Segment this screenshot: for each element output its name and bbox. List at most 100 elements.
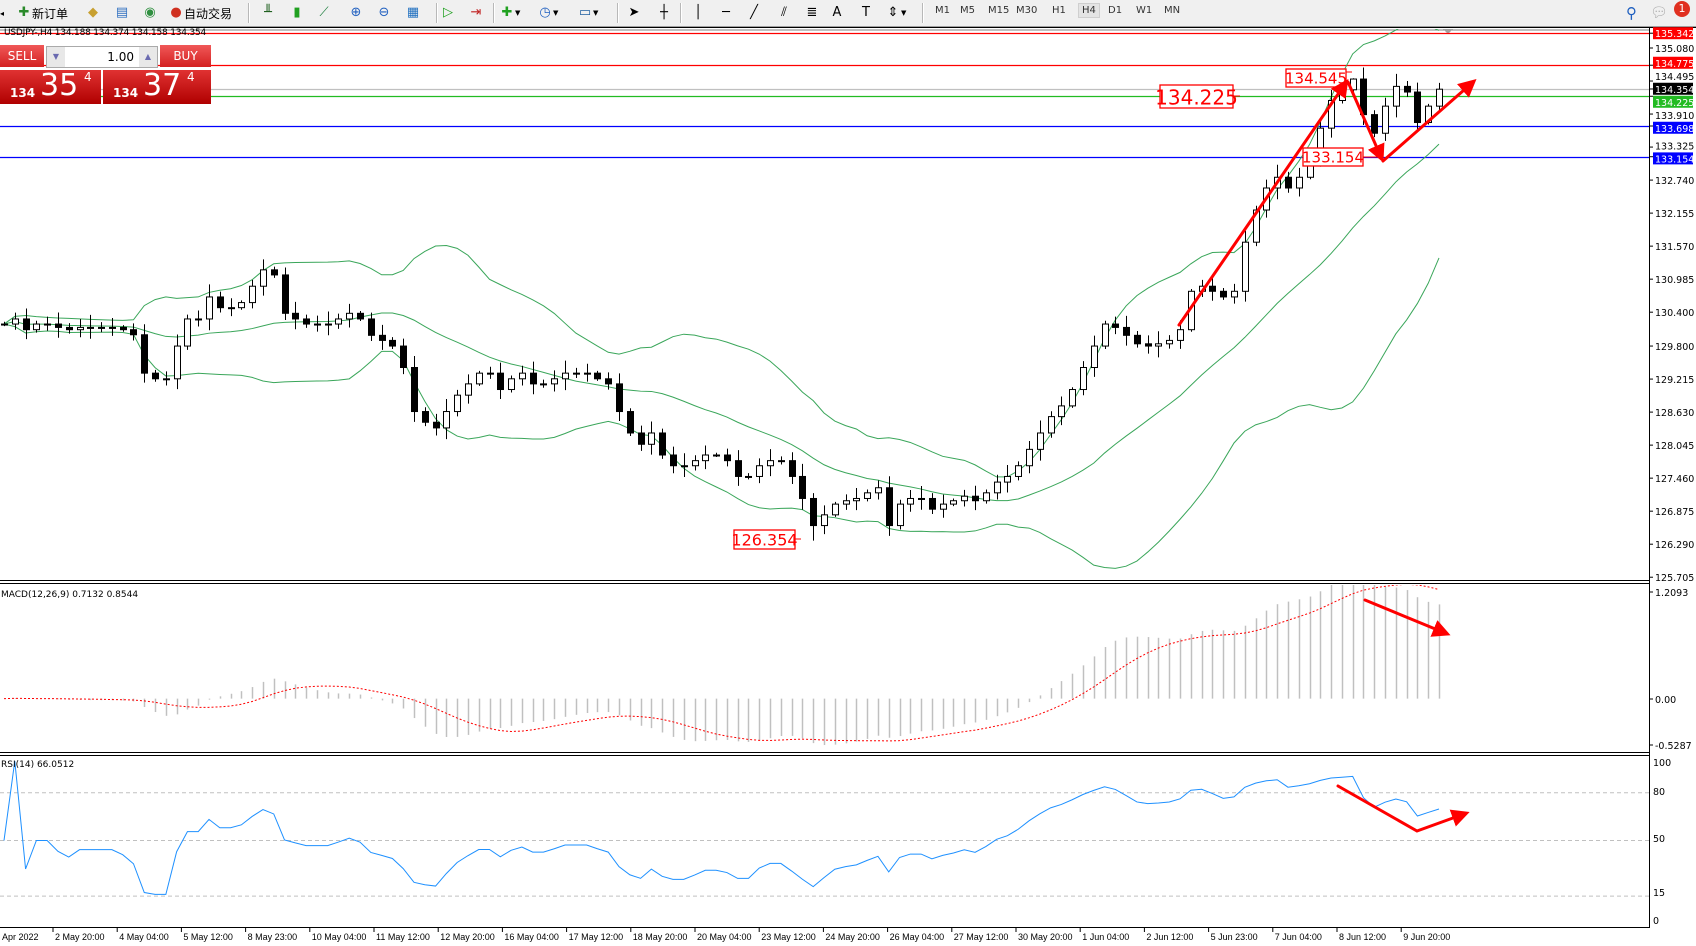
candle-body bbox=[627, 411, 634, 434]
buy-button[interactable]: BUY bbox=[160, 45, 211, 67]
time-axis-label: 11 May 12:00 bbox=[376, 932, 430, 942]
candlestick-icon: ▮ bbox=[293, 5, 301, 20]
horizontal-line-button[interactable]: ─ bbox=[718, 3, 734, 23]
candlestick-chart-button[interactable]: ▮ bbox=[289, 3, 305, 23]
candle bbox=[756, 458, 763, 484]
candle bbox=[1058, 396, 1065, 426]
lot-size-stepper[interactable]: ▼ 1.00 ▲ bbox=[46, 46, 158, 68]
candle bbox=[886, 476, 893, 536]
candle bbox=[33, 320, 40, 333]
zoom-out-button[interactable]: ⊖ bbox=[376, 3, 392, 23]
lot-increase-icon[interactable]: ▲ bbox=[139, 47, 157, 67]
time-axis-label: 26 May 04:00 bbox=[890, 932, 945, 942]
sell-price[interactable]: 134 35 4 bbox=[0, 68, 101, 104]
price-annotation-box bbox=[1302, 147, 1364, 167]
candle bbox=[821, 505, 828, 535]
bar-chart-button[interactable]: ╨ bbox=[260, 3, 276, 23]
rebound-arrow[interactable] bbox=[1381, 79, 1477, 163]
equidistant-channel-button[interactable]: ⫽ bbox=[776, 3, 792, 23]
periods-dropdown[interactable]: ◷ ▼ bbox=[537, 3, 558, 23]
timeframe-m5-button[interactable]: M5 bbox=[960, 5, 975, 16]
candle bbox=[940, 494, 947, 518]
timeframe-h1-button[interactable]: H1 bbox=[1052, 5, 1066, 16]
candle bbox=[907, 490, 914, 512]
timeframe-mn-button[interactable]: MN bbox=[1164, 5, 1181, 16]
candle bbox=[616, 373, 623, 421]
timeframe-d1-button[interactable]: D1 bbox=[1108, 5, 1123, 16]
candle-body bbox=[357, 312, 364, 320]
new-chart-dropdown[interactable]: ✚ ▼ bbox=[499, 3, 521, 23]
dropdown-arrow-icon[interactable]: ▼ bbox=[553, 9, 559, 17]
candle bbox=[1091, 335, 1098, 377]
candle-body bbox=[443, 411, 450, 429]
chart-symbol-info: USDJPY-,H4 134.188 134.374 134.158 134.3… bbox=[4, 28, 207, 38]
rsi-axis-label: 80 bbox=[1653, 787, 1665, 798]
dropdown-arrow-icon[interactable]: ▼ bbox=[593, 9, 599, 17]
dropdown-arrow-icon[interactable]: ▼ bbox=[515, 9, 521, 17]
candle-body bbox=[1382, 105, 1389, 134]
navigator-button[interactable]: ▤ bbox=[114, 3, 130, 23]
candle bbox=[1231, 283, 1238, 304]
arrows-dropdown[interactable]: ⇕ ▼ bbox=[885, 3, 907, 23]
tile-windows-button[interactable]: ▦ bbox=[405, 3, 421, 23]
time-axis-label: 30 May 20:00 bbox=[1018, 932, 1073, 942]
crosshair-button[interactable]: ┼ bbox=[656, 3, 672, 23]
candle-body bbox=[217, 296, 224, 309]
sell-button[interactable]: SELL bbox=[0, 45, 44, 67]
auto-scroll-button[interactable]: ▷ bbox=[440, 3, 456, 23]
notification-badge[interactable]: 1 bbox=[1674, 1, 1690, 17]
text-label-button[interactable]: T bbox=[858, 3, 874, 23]
search-icon[interactable]: ⚲ bbox=[1626, 4, 1637, 22]
up-trend-arrow[interactable] bbox=[1177, 79, 1349, 327]
fibonacci-button[interactable]: ≣ bbox=[804, 3, 820, 23]
pullback-arrow[interactable] bbox=[1346, 80, 1385, 163]
market-watch-button[interactable]: ◆ bbox=[85, 3, 101, 23]
lot-decrease-icon[interactable]: ▼ bbox=[47, 47, 65, 67]
buy-price[interactable]: 134 37 4 bbox=[103, 68, 211, 104]
candle bbox=[292, 301, 299, 330]
new-order-button[interactable]: ✚ 新订单 bbox=[16, 3, 68, 23]
dropdown-arrow-icon[interactable]: ▼ bbox=[901, 9, 907, 17]
chat-icon[interactable]: 💬︎ bbox=[1650, 5, 1668, 21]
candle bbox=[875, 480, 882, 500]
auto-trading-button[interactable]: ● 自动交易 bbox=[168, 3, 232, 23]
text-button[interactable]: A bbox=[829, 3, 845, 23]
candle bbox=[573, 367, 580, 378]
trend-arrows[interactable] bbox=[1177, 79, 1477, 833]
timeframe-m1-button[interactable]: M1 bbox=[935, 5, 950, 16]
timeframe-m15-button[interactable]: M15 bbox=[988, 5, 1010, 16]
toolbar-grip-icon[interactable]: ◂ bbox=[0, 8, 5, 18]
buy-price-fraction: 4 bbox=[187, 70, 195, 84]
timeframe-m30-button[interactable]: M30 bbox=[1016, 5, 1038, 16]
candle bbox=[994, 474, 1001, 500]
templates-dropdown[interactable]: ▭ ▼ bbox=[577, 3, 599, 23]
price-axis-label: 128.630 bbox=[1655, 408, 1694, 419]
price-axis-label: 131.570 bbox=[1655, 242, 1694, 253]
cursor-button[interactable]: ➤ bbox=[626, 3, 642, 23]
candle-body bbox=[314, 323, 321, 326]
vertical-line-button[interactable]: │ bbox=[690, 3, 706, 23]
candle bbox=[702, 445, 709, 470]
timeframe-w1-button[interactable]: W1 bbox=[1136, 5, 1153, 16]
candle-body bbox=[1296, 176, 1303, 189]
chart-shift-marker[interactable] bbox=[1443, 29, 1453, 34]
lot-size-input[interactable]: 1.00 bbox=[107, 50, 134, 64]
zoom-in-button[interactable]: ⊕ bbox=[348, 3, 364, 23]
trendline-button[interactable]: ╱ bbox=[746, 3, 762, 23]
candle-body bbox=[152, 372, 159, 380]
candle bbox=[163, 371, 170, 386]
candle bbox=[476, 370, 483, 386]
candle-body bbox=[1177, 329, 1184, 341]
toolbar-separator bbox=[493, 3, 495, 23]
macd-divergence-arrow[interactable] bbox=[1363, 598, 1451, 637]
candle-body bbox=[584, 372, 591, 375]
rsi-divergence-arrow[interactable] bbox=[1336, 784, 1470, 833]
signals-button[interactable]: ◉ bbox=[142, 3, 158, 23]
timeframe-h4-button[interactable]: H4 bbox=[1078, 3, 1100, 18]
candle bbox=[1048, 411, 1055, 438]
chart-shift-button[interactable]: ⇥ bbox=[468, 3, 484, 23]
line-chart-button[interactable]: ⟋ bbox=[316, 3, 332, 23]
price-axis-label: 134.495 bbox=[1655, 72, 1694, 83]
candle-body bbox=[1436, 88, 1443, 107]
